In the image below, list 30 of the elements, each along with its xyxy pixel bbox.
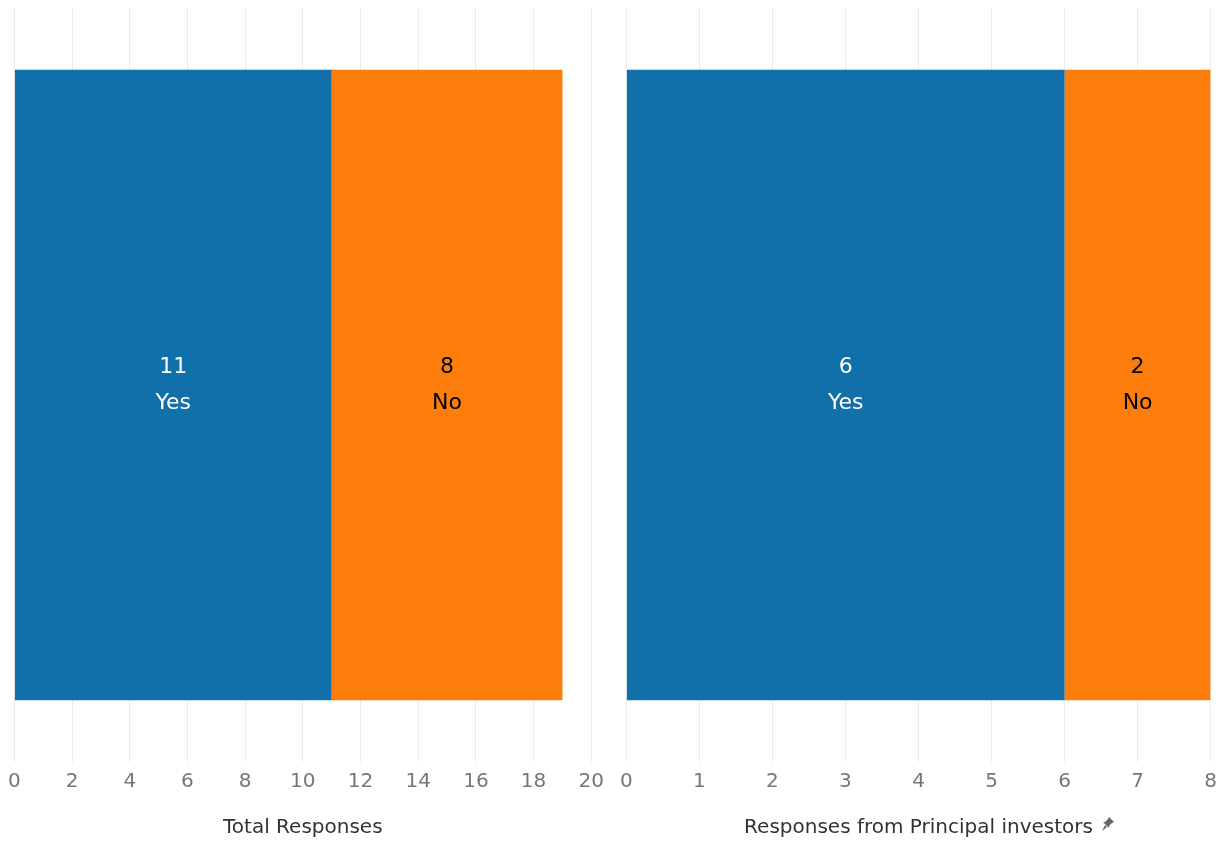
- x-tick-label: 1: [693, 768, 706, 793]
- x-tick-label: 10: [290, 768, 316, 793]
- x-tick-label: 20: [578, 768, 604, 793]
- data-label: 8: [440, 352, 455, 378]
- data-label: 11: [159, 352, 188, 378]
- x-tick-label: 2: [65, 768, 79, 793]
- x-tick-label: 18: [520, 768, 547, 793]
- x-tick-label: 7: [1131, 768, 1144, 793]
- x-tick-label: 6: [181, 768, 194, 793]
- series-label: Yes: [154, 388, 192, 414]
- x-tick-label: 16: [463, 768, 489, 793]
- series-label: No: [432, 388, 463, 414]
- series-label: Yes: [826, 388, 864, 414]
- x-tick-label: 8: [1204, 768, 1217, 793]
- x-tick-label: 0: [8, 768, 21, 793]
- x-tick-label: 4: [123, 768, 137, 793]
- series-label: No: [1122, 388, 1153, 414]
- x-tick-label: 4: [912, 768, 925, 793]
- data-label: 6: [838, 352, 853, 378]
- data-label: 2: [1130, 352, 1145, 378]
- x-tick-label: 6: [1058, 768, 1071, 793]
- x-tick-label: 5: [985, 768, 998, 793]
- x-axis-title: Responses from Principal investors: [744, 814, 1093, 839]
- x-axis-title: Total Responses: [222, 814, 383, 839]
- x-tick-label: 2: [766, 768, 779, 793]
- x-tick-label: 3: [839, 768, 852, 793]
- x-tick-label: 14: [405, 768, 431, 793]
- x-tick-label: 12: [347, 768, 374, 793]
- x-tick-label: 0: [620, 768, 633, 793]
- x-tick-label: 8: [238, 768, 252, 793]
